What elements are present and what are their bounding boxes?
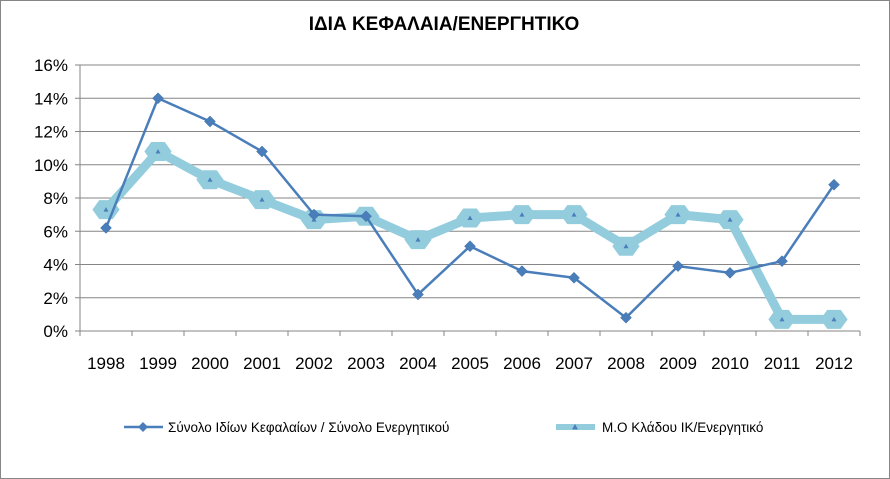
legend: Σύνολο Ιδίων Κεφαλαίων / Σύνολο Ενεργητι…	[124, 420, 763, 435]
x-tick-label: 1998	[87, 354, 125, 373]
legend-marker-series-1	[138, 422, 148, 432]
y-tick-label: 10%	[34, 156, 68, 175]
series-2-point-marker	[467, 215, 473, 220]
x-tick-label: 2000	[191, 354, 229, 373]
series-1-point	[672, 260, 684, 273]
legend-label-series-2: Μ.Ο Κλάδου ΙΚ/Ενεργητικό	[602, 420, 763, 435]
x-tick-label: 2001	[243, 354, 281, 373]
series-1-point	[568, 271, 580, 284]
series-2-point-marker	[779, 316, 785, 322]
x-tick-label: 2010	[711, 354, 749, 373]
series-2	[92, 141, 848, 329]
series-2-point-marker	[831, 316, 837, 322]
series-1-point	[776, 255, 788, 268]
x-tick-label: 2005	[451, 354, 489, 373]
series-1-point	[464, 240, 476, 253]
series-2-point-marker	[415, 237, 421, 242]
series-1-point	[516, 265, 528, 278]
series-1-point	[152, 92, 164, 105]
legend-label-series-1: Σύνολο Ιδίων Κεφαλαίων / Σύνολο Ενεργητι…	[168, 420, 449, 435]
series-1-point	[256, 145, 268, 158]
x-tick-label: 1999	[139, 354, 177, 373]
series-1	[100, 92, 840, 324]
x-tick-label: 2007	[555, 354, 593, 373]
series-2-point-marker	[623, 243, 629, 249]
x-tick-label: 2012	[815, 354, 853, 373]
series-1-point	[360, 210, 372, 223]
series-2-point-marker	[675, 212, 681, 217]
series-layer	[92, 92, 848, 329]
y-tick-label: 2%	[43, 289, 68, 308]
y-axis-ticks: 0% 2% 4% 6% 8% 10% 12% 14% 16%	[34, 56, 68, 341]
series-1-point	[724, 266, 736, 279]
y-tick-label: 14%	[34, 89, 68, 108]
x-axis-ticks: 1998 1999 2000 2001 2002 2003 2004 2005 2006 2007…	[79, 331, 861, 373]
x-tick-label: 2008	[607, 354, 645, 373]
series-1-point	[412, 288, 424, 301]
series-2-point-marker	[103, 207, 109, 212]
y-tick-label: 8%	[43, 189, 68, 208]
series-2-point-marker	[259, 197, 265, 202]
x-tick-label: 2006	[503, 354, 541, 373]
x-tick-label: 2002	[295, 354, 333, 373]
series-2-point-marker	[727, 217, 733, 222]
y-tick-label: 0%	[43, 322, 68, 341]
series-2-point-marker	[155, 148, 161, 154]
series-1-point	[828, 178, 840, 191]
series-2-point-marker	[207, 177, 213, 182]
series-2-point-marker	[571, 212, 577, 217]
legend-marker-series-2	[572, 424, 578, 430]
series-1-point	[204, 115, 216, 128]
x-tick-label: 2004	[399, 354, 437, 373]
x-tick-label: 2011	[764, 354, 801, 373]
y-tick-label: 4%	[43, 256, 68, 275]
series-1-point	[308, 208, 320, 221]
y-tick-label: 16%	[34, 56, 68, 75]
y-tick-label: 6%	[43, 222, 68, 241]
grid-lines	[75, 64, 860, 332]
y-tick-label: 12%	[34, 123, 68, 142]
x-tick-label: 2003	[347, 354, 385, 373]
series-2-point-marker	[519, 212, 525, 217]
series-1-point	[620, 311, 632, 324]
x-tick-label: 2009	[659, 354, 697, 373]
chart-title: ΙΔΙΑ ΚΕΦΑΛΑΙΑ/ΕΝΕΡΓΗΤΙΚΟ	[308, 14, 580, 35]
series-1-point	[100, 222, 112, 234]
